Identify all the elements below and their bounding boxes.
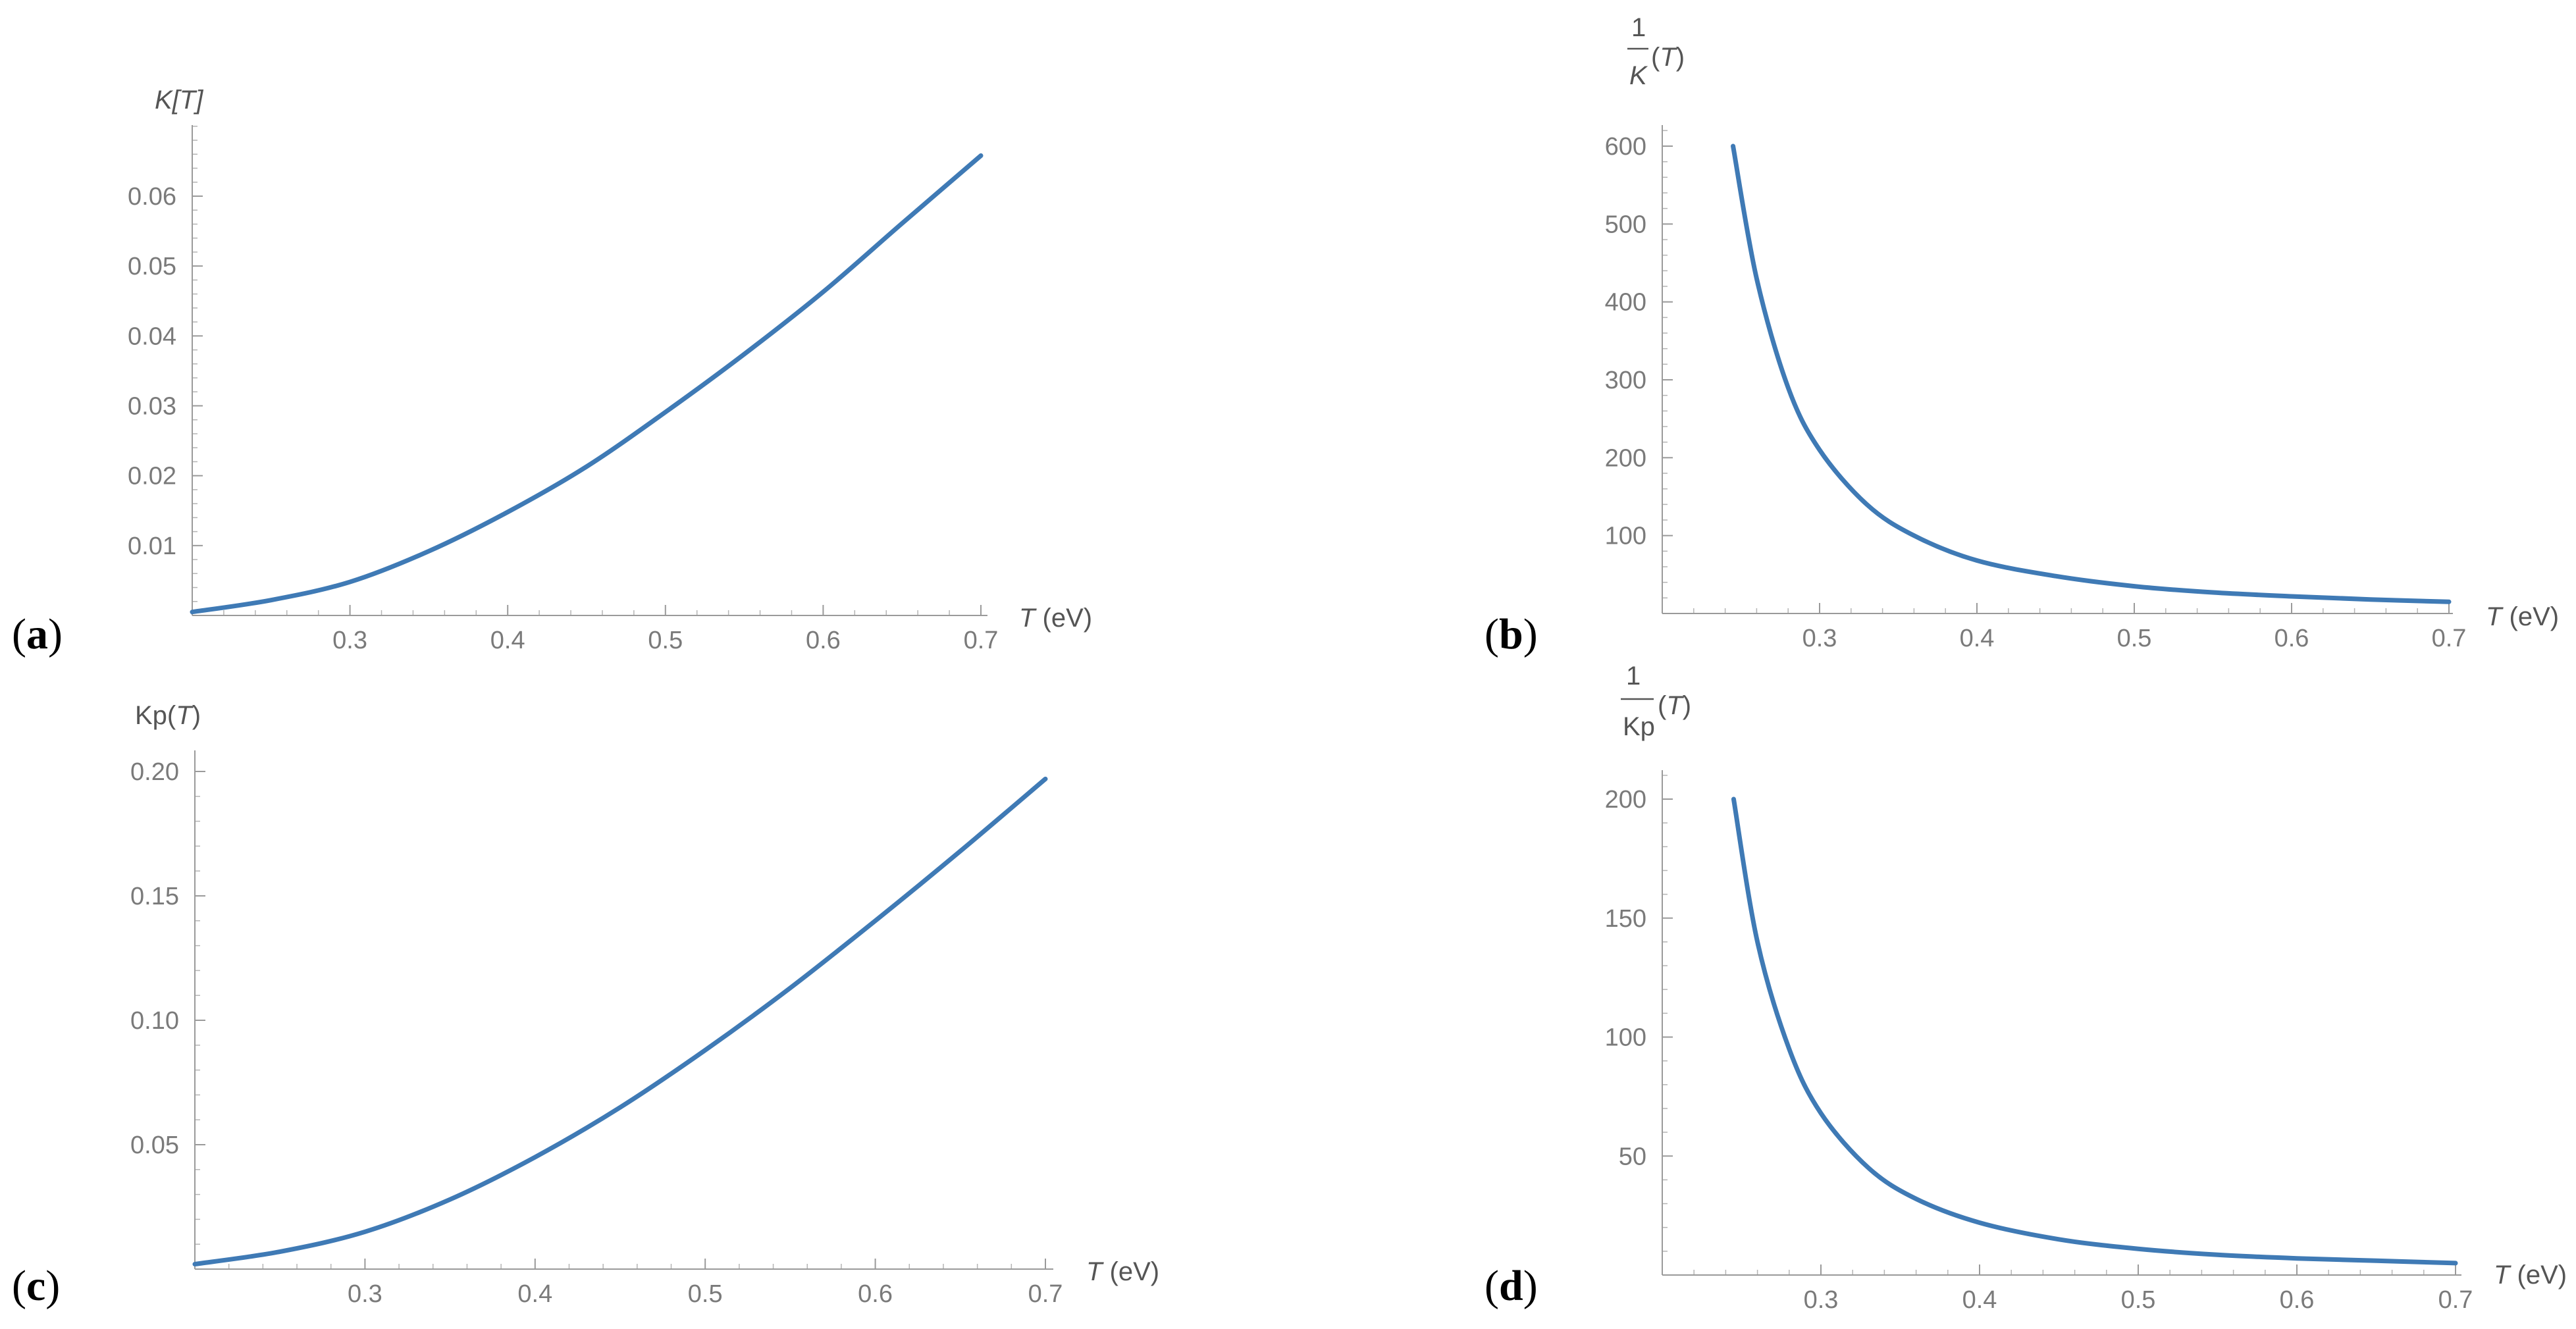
panel-b-y-tick-label: 400 [1605,289,1646,317]
panel-d-x-tick-label: 0.3 [1804,1286,1839,1314]
panel-c-x-tick-label: 0.5 [688,1280,723,1308]
panel-c-series-line [192,776,1048,1266]
panel-a-x-tick-label: 0.3 [332,627,367,654]
panel-b-y-tick-label: 100 [1605,523,1646,550]
panel-c-y-tick-label: 0.10 [130,1007,179,1035]
panel-c-x-tick-label: 0.3 [348,1280,382,1308]
panel-b-x-tick-label: 0.3 [1802,625,1837,652]
panel-d-x-tick-label: 0.4 [1962,1286,1997,1314]
svg-text:(T): (T) [1658,691,1691,720]
panel-d-y-tick-labels: 50 100 150 200 [1605,786,1646,1170]
panel-a-x-axis-title: T (eV) [1019,604,1092,633]
svg-text:K: K [1629,61,1648,90]
panel-b-x-tick-labels: 0.3 0.4 0.5 0.6 0.7 [1802,625,2467,652]
panel-c-y-tick-label: 0.05 [130,1132,179,1159]
svg-text:1: 1 [1631,13,1646,42]
panel-a-x-tick-labels: 0.3 0.4 0.5 0.6 0.7 [332,627,998,654]
panel-c-y-tick-label: 0.15 [130,883,179,910]
panel-d-x-axis-title: T (eV) [2494,1261,2567,1290]
panel-d-x-tick-label: 0.5 [2121,1286,2156,1314]
panel-b-y-tick-label: 200 [1605,444,1646,472]
panel-c-x-tick-label: 0.7 [1028,1280,1063,1308]
svg-text:1: 1 [1626,662,1641,691]
svg-text:(T): (T) [1651,43,1685,72]
panel-a-x-tick-label: 0.4 [490,627,525,654]
panel-b-y-axis-title: 1 K (T) [1627,13,1685,90]
panel-d: 0.3 0.4 0.5 0.6 0.7 50 100 150 200 1 Kp (T) T (… [1485,662,2567,1314]
panel-b-label: (b) [1485,610,1538,658]
panel-d-x-tick-label: 0.6 [2280,1286,2315,1314]
panel-d-x-tick-labels: 0.3 0.4 0.5 0.6 0.7 [1804,1286,2473,1314]
panel-c-y-axis-title: Kp(T) [135,701,201,730]
panel-b-y-tick-label: 500 [1605,211,1646,238]
panel-c-major-ticks [195,771,1046,1269]
panel-c: 0.3 0.4 0.5 0.6 0.7 0.05 0.10 0.15 0.20 Kp(T) T… [12,701,1159,1310]
panel-b-x-tick-label: 0.7 [2432,625,2467,652]
svg-text:Kp: Kp [1623,712,1655,741]
panel-a-major-ticks [192,195,982,615]
panel-a-y-tick-label: 0.01 [128,533,176,560]
panel-d-y-tick-label: 200 [1605,786,1646,814]
panel-d-x-tick-label: 0.7 [2438,1286,2473,1314]
panel-c-x-tick-label: 0.4 [517,1280,552,1308]
panel-c-minor-ticks [194,771,1046,1270]
panel-d-label: (d) [1485,1262,1538,1310]
panel-b-series-line [1731,143,2452,604]
panel-a-y-tick-labels: 0.01 0.02 0.03 0.04 0.05 0.06 [128,183,176,560]
panel-a-series-line [190,153,984,615]
panel-d-y-tick-label: 100 [1605,1024,1646,1052]
panel-a-y-tick-label: 0.06 [128,183,176,211]
panel-a-y-tick-label: 0.05 [128,253,176,280]
panel-b-major-ticks [1662,145,2450,613]
panel-d-y-tick-label: 50 [1619,1143,1646,1170]
panel-d-series-line [1731,796,2458,1266]
panel-b-y-tick-labels: 100 200 300 400 500 600 [1605,133,1646,550]
panel-a: 0.3 0.4 0.5 0.6 0.7 0.01 0.02 0.03 0.04 0.05 0.06… [12,86,1092,658]
panel-b-y-tick-label: 600 [1605,133,1646,161]
panel-a-y-tick-label: 0.02 [128,463,176,490]
panel-c-label: (c) [12,1262,60,1310]
panel-d-y-axis-title: 1 Kp (T) [1621,662,1691,741]
panel-c-x-axis-title: T (eV) [1086,1257,1159,1286]
panel-b-x-axis-title: T (eV) [2486,602,2559,631]
panel-c-y-tick-label: 0.20 [130,758,179,786]
panel-a-x-tick-label: 0.6 [806,627,841,654]
panel-c-x-tick-labels: 0.3 0.4 0.5 0.6 0.7 [348,1280,1063,1308]
panel-c-y-tick-labels: 0.05 0.10 0.15 0.20 [130,758,179,1159]
panel-a-y-tick-label: 0.04 [128,323,176,350]
panel-a-x-tick-label: 0.7 [964,627,999,654]
panel-a-y-tick-label: 0.03 [128,393,176,421]
panel-c-x-tick-label: 0.6 [858,1280,893,1308]
panel-a-label: (a) [12,610,63,658]
panel-b: 0.3 0.4 0.5 0.6 0.7 100 200 300 400 500 600 1 K (… [1485,13,2559,658]
panel-b-x-tick-label: 0.5 [2117,625,2152,652]
panel-d-major-ticks [1662,798,2456,1275]
panel-d-y-tick-label: 150 [1605,905,1646,933]
panel-b-x-tick-label: 0.6 [2274,625,2309,652]
panel-a-x-tick-label: 0.5 [648,627,683,654]
panel-b-y-tick-label: 300 [1605,367,1646,394]
panel-b-x-tick-label: 0.4 [1960,625,1995,652]
panel-a-y-axis-title: K[T] [155,86,203,115]
panel-a-minor-ticks [192,126,982,616]
